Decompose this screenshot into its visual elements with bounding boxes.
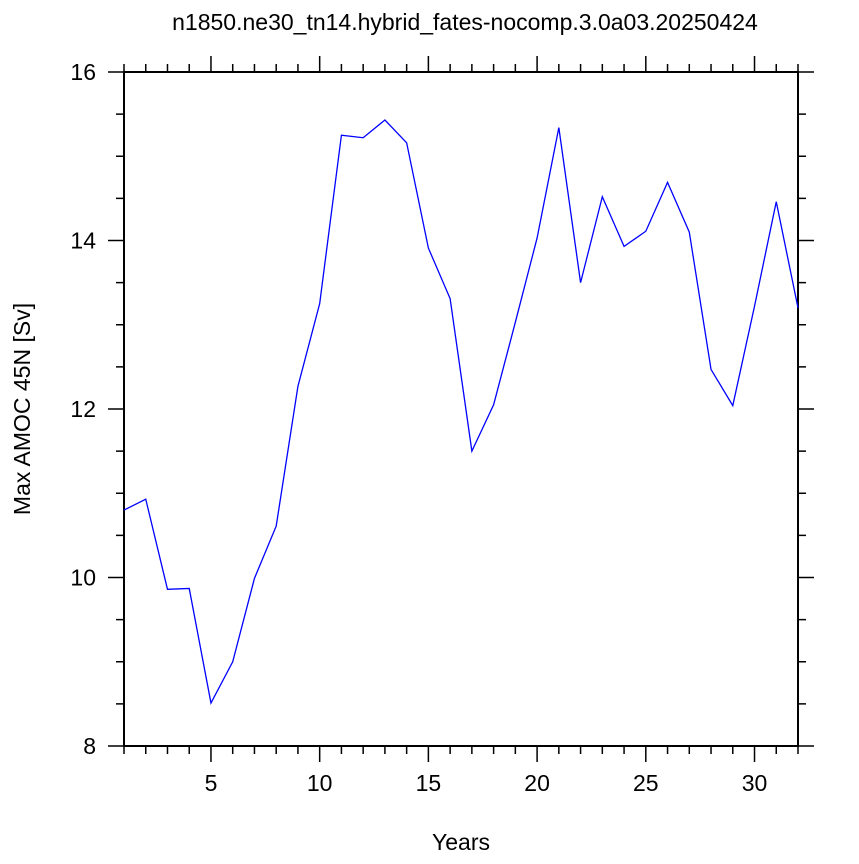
data-line — [123, 119, 799, 705]
x-tick-label: 20 — [524, 770, 550, 796]
x-tick-label: 30 — [742, 770, 768, 796]
x-tick-label: 15 — [416, 770, 442, 796]
y-tick-label: 14 — [70, 228, 96, 254]
y-tick-label: 16 — [70, 59, 96, 85]
y-tick-label: 12 — [70, 396, 96, 422]
plot-frame — [123, 71, 799, 747]
x-axis-label: Years — [432, 829, 490, 855]
y-tick-label: 10 — [70, 565, 96, 591]
y-tick-label: 8 — [83, 733, 96, 759]
y-axis-label: Max AMOC 45N [Sv] — [9, 303, 35, 515]
chart-title: n1850.ne30_tn14.hybrid_fates-nocomp.3.0a… — [172, 9, 758, 35]
x-tick-label: 5 — [205, 770, 218, 796]
x-tick-label: 25 — [633, 770, 659, 796]
x-tick-label: 10 — [307, 770, 333, 796]
